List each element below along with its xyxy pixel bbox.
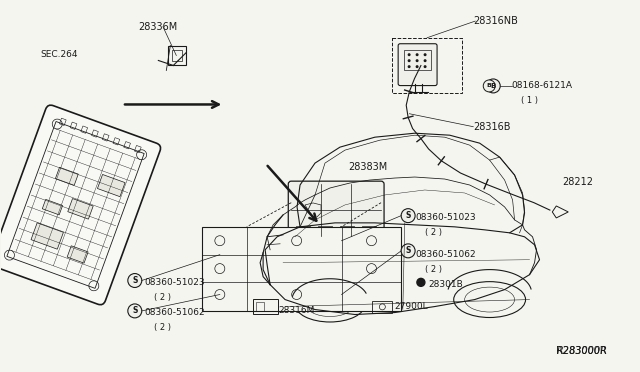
Circle shape	[408, 65, 411, 68]
Bar	[256, 302, 264, 311]
Circle shape	[424, 53, 427, 56]
Text: 08360-51023: 08360-51023	[145, 278, 205, 287]
Circle shape	[415, 65, 419, 68]
Circle shape	[486, 79, 500, 93]
Text: ( 2 ): ( 2 )	[154, 323, 171, 332]
Text: 08360-51062: 08360-51062	[145, 308, 205, 317]
Bar	[134, 145, 141, 153]
Circle shape	[401, 209, 415, 222]
Bar	[124, 142, 131, 149]
Bar	[318, 226, 332, 234]
Text: 28212: 28212	[563, 177, 594, 187]
Bar	[362, 226, 376, 234]
Text: S: S	[406, 211, 411, 220]
Bar	[372, 301, 392, 313]
Bar	[42, 199, 63, 215]
Bar	[172, 49, 182, 61]
Bar	[68, 199, 93, 219]
Text: 08360-51062: 08360-51062	[416, 250, 476, 259]
Text: R283000R: R283000R	[556, 346, 607, 356]
Bar	[70, 122, 77, 129]
Text: B: B	[491, 83, 496, 89]
Circle shape	[415, 59, 419, 62]
Text: 08168-6121A: 08168-6121A	[511, 81, 573, 90]
Text: 27900L: 27900L	[395, 302, 428, 311]
Bar	[296, 226, 310, 234]
Circle shape	[424, 59, 427, 62]
Text: 28316M: 28316M	[278, 306, 315, 315]
Bar	[67, 246, 88, 263]
Text: SEC.264: SEC.264	[40, 50, 78, 59]
FancyBboxPatch shape	[0, 105, 161, 305]
Circle shape	[128, 304, 142, 318]
Bar	[404, 50, 431, 70]
Text: 28383M: 28383M	[349, 163, 388, 173]
Text: S: S	[132, 307, 138, 315]
Bar	[7, 122, 144, 288]
Bar	[56, 167, 78, 185]
Text: R283000R: R283000R	[556, 346, 607, 356]
Bar	[60, 118, 66, 125]
Text: S: S	[132, 276, 138, 285]
Text: 28301B: 28301B	[429, 280, 463, 289]
Circle shape	[417, 278, 425, 286]
Text: ( 2 ): ( 2 )	[154, 293, 171, 302]
Bar	[202, 227, 401, 311]
Bar	[31, 223, 63, 249]
FancyBboxPatch shape	[288, 181, 384, 239]
Text: 28316NB: 28316NB	[473, 16, 518, 26]
Text: ( 1 ): ( 1 )	[521, 96, 538, 105]
Text: B: B	[487, 83, 492, 89]
Bar	[102, 134, 109, 141]
Bar	[113, 138, 120, 145]
Circle shape	[128, 273, 142, 288]
Text: ( 2 ): ( 2 )	[426, 265, 442, 274]
Bar	[340, 226, 354, 234]
Bar	[81, 126, 88, 133]
FancyBboxPatch shape	[398, 44, 437, 86]
Bar	[92, 130, 99, 137]
Circle shape	[415, 53, 419, 56]
Text: 28336M: 28336M	[138, 22, 177, 32]
Bar	[97, 174, 125, 197]
Circle shape	[408, 53, 411, 56]
Circle shape	[424, 65, 427, 68]
Bar	[253, 299, 278, 314]
Bar	[392, 38, 462, 93]
Circle shape	[408, 59, 411, 62]
Bar	[168, 45, 186, 65]
Circle shape	[401, 244, 415, 258]
Text: ( 2 ): ( 2 )	[426, 228, 442, 237]
Text: 08360-51023: 08360-51023	[416, 213, 476, 222]
Text: S: S	[406, 246, 411, 255]
Text: 28316B: 28316B	[473, 122, 511, 132]
Circle shape	[483, 80, 495, 92]
